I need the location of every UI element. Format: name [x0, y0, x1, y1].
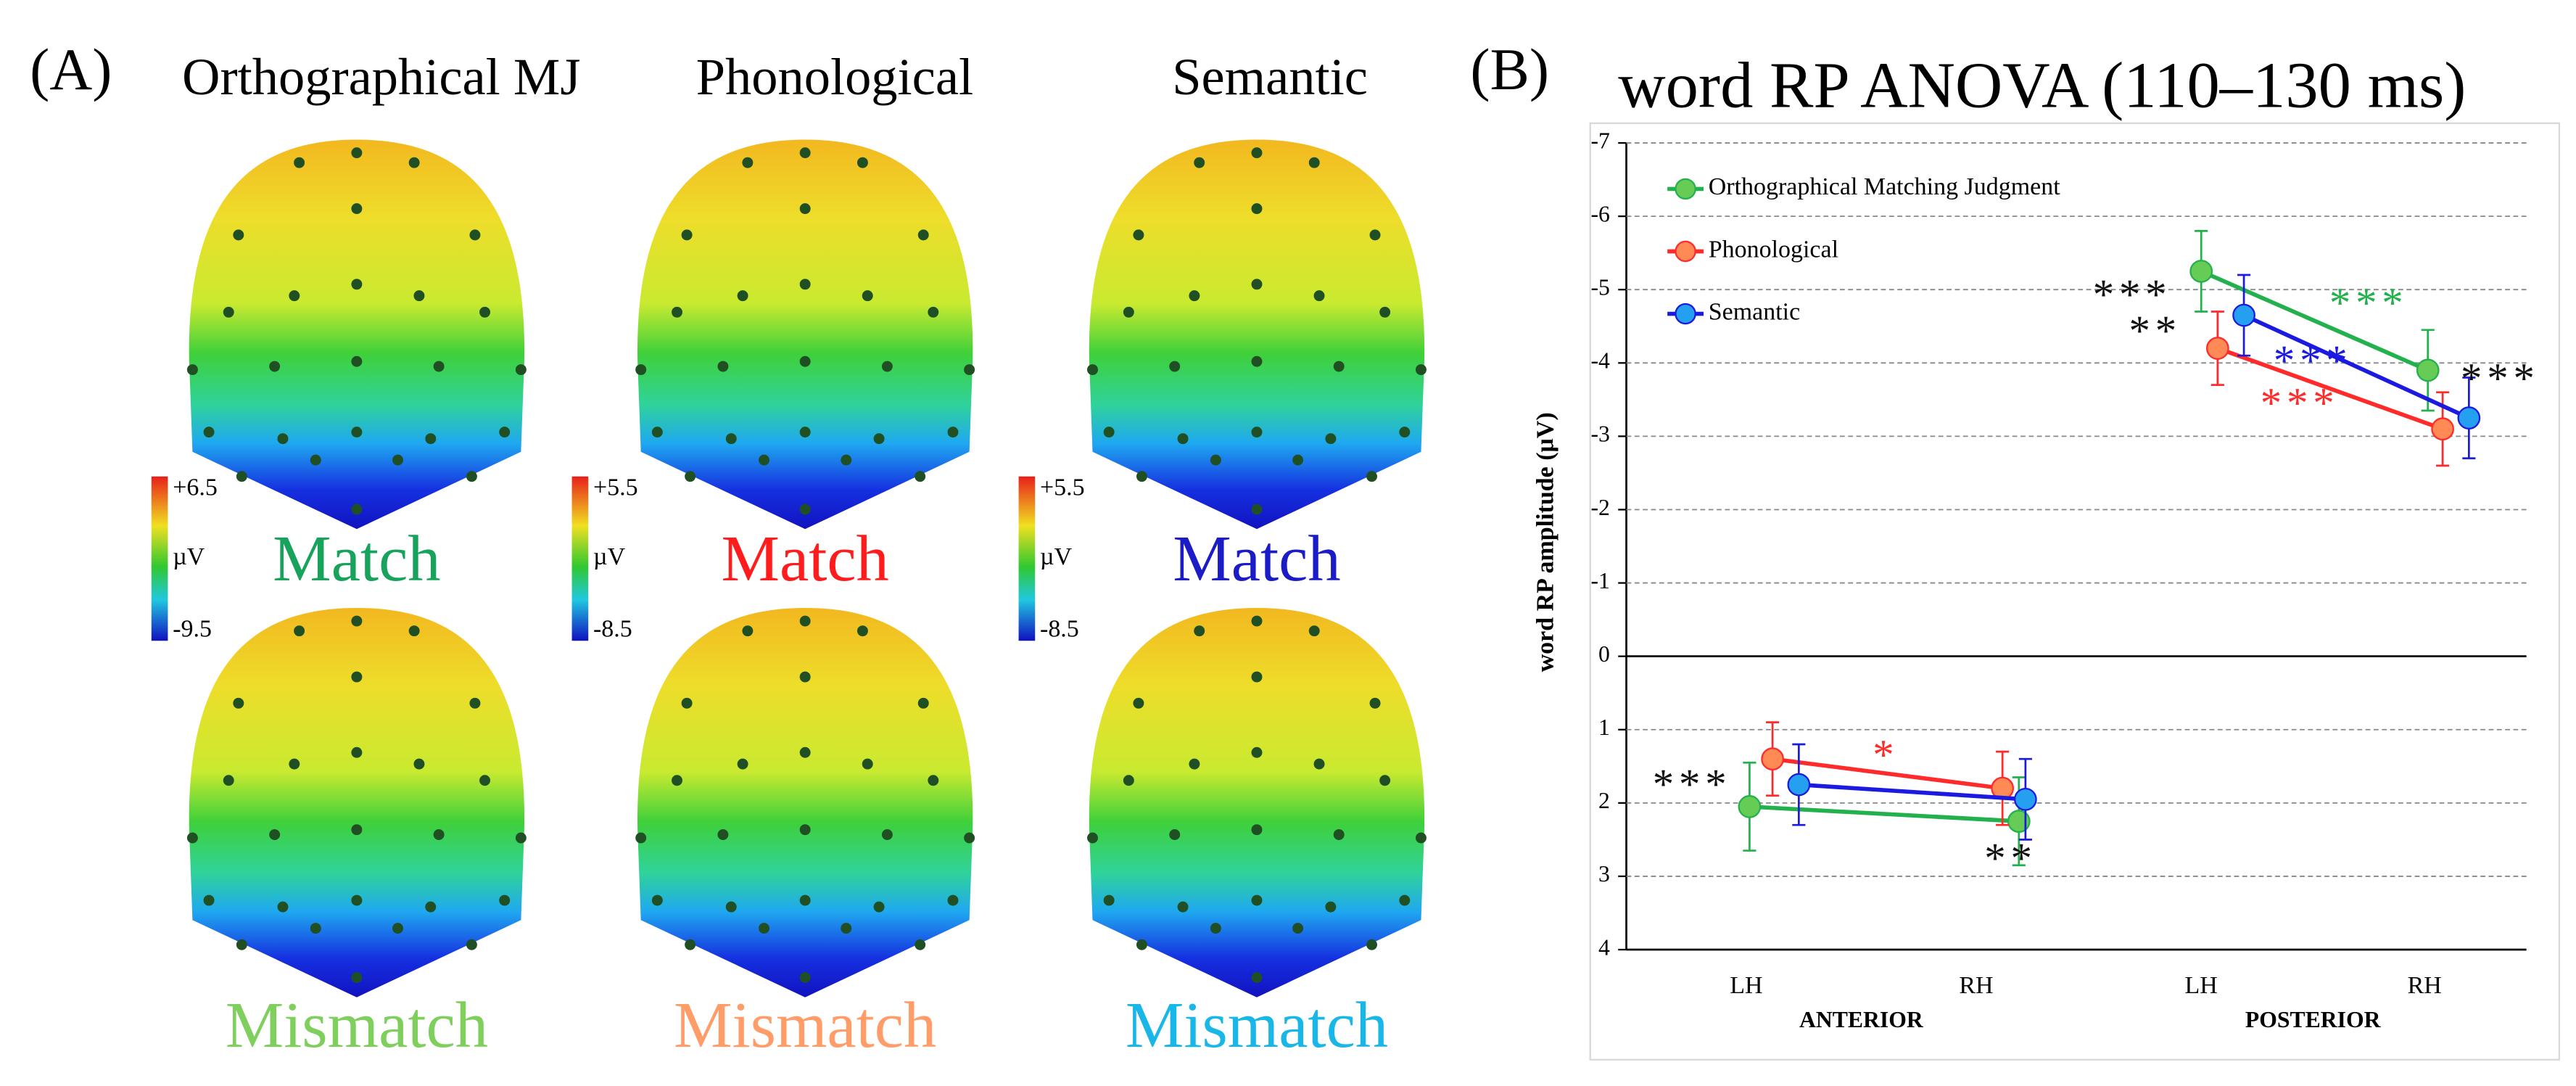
y-axis-label: word RP amplitude (μV) [1532, 412, 1559, 672]
colorbar-label: µV [173, 543, 205, 570]
marker [2189, 260, 2213, 283]
marker [2457, 406, 2481, 429]
colorbar-label: µV [593, 543, 626, 570]
colorbar [151, 476, 168, 641]
legend-label: Semantic [1709, 298, 1800, 325]
x-tick-label: LH [1730, 972, 1762, 999]
marker [1761, 747, 1784, 771]
panel-label: (A) [30, 36, 112, 102]
marker [2232, 303, 2255, 327]
condition-label: Mismatch [226, 988, 488, 1061]
topomap [186, 607, 527, 997]
y-tick-label: 4 [1598, 934, 1610, 960]
legend-marker [1675, 240, 1696, 263]
y-tick-label: 0 [1598, 641, 1610, 667]
y-tick-label: -4 [1590, 348, 1610, 374]
condition-label: Mismatch [674, 988, 936, 1061]
y-tick-label: -7 [1590, 128, 1609, 153]
marker [2416, 358, 2440, 382]
series-line [1772, 757, 2003, 791]
marker [1738, 795, 1762, 818]
y-tick-label: -3 [1590, 421, 1609, 447]
y-tick-label: -6 [1590, 201, 1609, 226]
annotation: *** [2093, 271, 2172, 318]
x-tick-label: RH [2408, 972, 2442, 999]
group-label: POSTERIOR [2245, 1007, 2382, 1032]
annotation: ** [2129, 308, 2181, 355]
topomap [635, 607, 975, 997]
colorbar-label: +5.5 [1040, 474, 1085, 501]
series-line [2216, 346, 2444, 431]
colorbar-label: -9.5 [173, 615, 212, 642]
condition-label: Match [273, 522, 440, 595]
series-line [2200, 269, 2429, 373]
legend-marker [1675, 303, 1696, 325]
annotation: * [1873, 731, 1899, 778]
column-title: Orthographical MJ [182, 47, 580, 106]
colorbar-label: +6.5 [173, 474, 218, 501]
y-tick-label: 2 [1598, 788, 1610, 813]
series-line [1749, 805, 2019, 823]
legend-label: Phonological [1709, 236, 1838, 263]
colorbar-label: -8.5 [1040, 615, 1079, 642]
topomap [1087, 607, 1427, 997]
colorbar-label: -8.5 [593, 615, 632, 642]
series-line [2242, 313, 2470, 420]
annotation: *** [2261, 379, 2340, 427]
column-title: Phonological [696, 47, 973, 106]
topomap [1087, 139, 1427, 530]
topomap [635, 139, 975, 530]
plot-frame [1589, 122, 2561, 1061]
condition-label: Mismatch [1126, 988, 1388, 1061]
column-title: Semantic [1172, 47, 1368, 106]
marker [2431, 417, 2454, 441]
legend-marker [1675, 178, 1696, 200]
chart-title: word RP ANOVA (110–130 ms) [1618, 49, 2466, 122]
y-tick-label: 3 [1598, 861, 1610, 887]
marker [2205, 337, 2229, 360]
colorbar [571, 476, 589, 641]
marker [1787, 773, 1811, 797]
annotation: *** [2274, 337, 2353, 384]
y-tick-label: -2 [1590, 495, 1609, 520]
series-line [1799, 782, 2026, 802]
annotation: *** [2329, 279, 2408, 326]
annotation: *** [2461, 355, 2540, 402]
marker [2014, 787, 2037, 811]
x-tick-label: RH [1959, 972, 1993, 999]
colorbar [1018, 476, 1036, 641]
colorbar-label: µV [1040, 543, 1073, 570]
condition-label: Match [721, 522, 888, 595]
y-tick-label: 1 [1598, 715, 1610, 740]
y-tick-label: -5 [1590, 274, 1609, 300]
marker [2007, 810, 2031, 833]
annotation: *** [1653, 761, 1732, 808]
colorbar-label: +5.5 [593, 474, 638, 501]
topomap [186, 139, 527, 530]
legend-label: Orthographical Matching Judgment [1709, 173, 2060, 200]
annotation: ** [1984, 835, 2036, 882]
group-label: ANTERIOR [1799, 1007, 1924, 1032]
condition-label: Match [1173, 522, 1340, 595]
y-tick-label: -1 [1590, 568, 1609, 593]
panel-label: (B) [1470, 36, 1549, 102]
x-tick-label: LH [2185, 972, 2218, 999]
